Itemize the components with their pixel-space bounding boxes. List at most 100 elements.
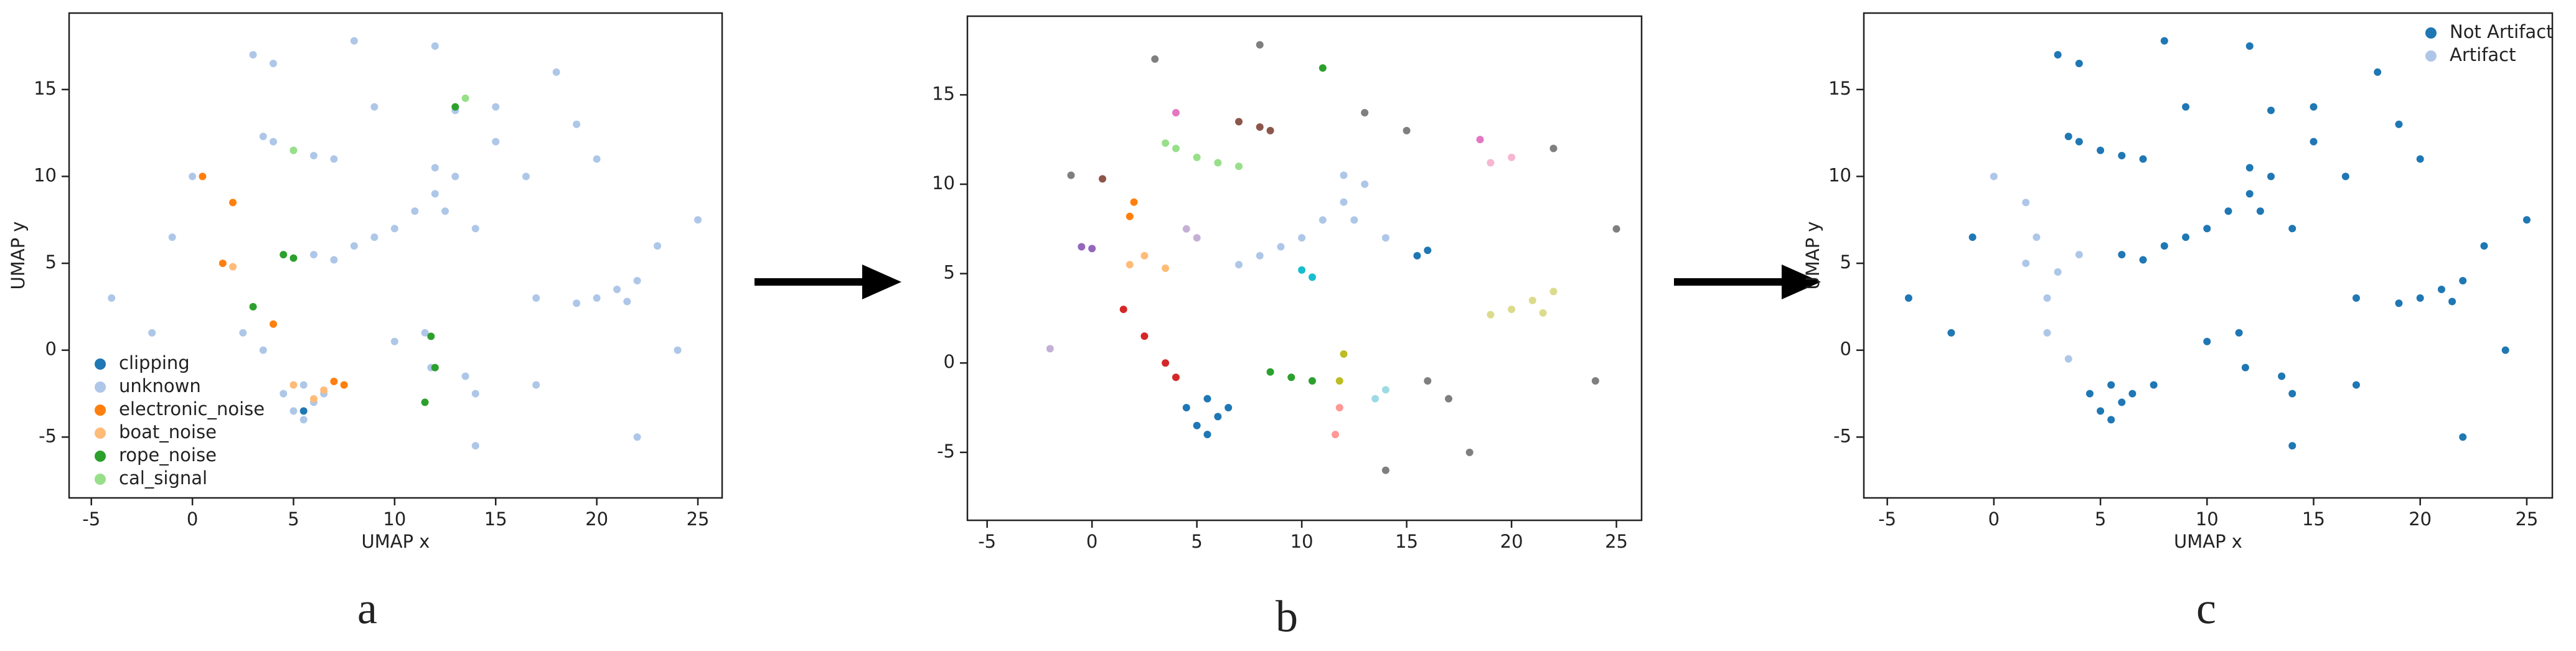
point [2288, 390, 2296, 398]
legend-marker [95, 358, 106, 370]
point [309, 151, 317, 159]
point [350, 37, 358, 45]
x-axis-label: UMAP x [362, 531, 430, 552]
point [1126, 212, 1134, 220]
point [1381, 386, 1389, 394]
point [2160, 242, 2168, 250]
point [2256, 207, 2264, 215]
point [2416, 155, 2424, 163]
point [1549, 144, 1558, 152]
point [623, 297, 631, 306]
point [330, 155, 338, 163]
point [1172, 144, 1180, 152]
point [2107, 381, 2115, 389]
panel: -5 0 5 10 15 20 25 -5 0 5 10 15 UMAP x UMAP y c Not Art… [1802, 12, 2554, 634]
arrow-head [1782, 265, 1821, 299]
point [2241, 363, 2249, 372]
point [431, 190, 439, 198]
point [1539, 309, 1547, 317]
legend-label: unknown [119, 375, 201, 396]
plot-area [1863, 12, 2554, 499]
point [108, 294, 116, 302]
point [1151, 55, 1159, 63]
x-tick-label: 15 [1395, 531, 1418, 552]
point [2459, 433, 2467, 441]
point [309, 395, 317, 403]
legend-label: Not Artifact [2450, 21, 2554, 42]
x-tick-label: 15 [2302, 508, 2325, 530]
x-tick-label: 20 [585, 508, 608, 530]
x-tick-label: 0 [1988, 508, 2000, 530]
point [2235, 329, 2243, 337]
point [1214, 413, 1222, 421]
point [471, 390, 479, 398]
point [1444, 395, 1452, 403]
point [2278, 372, 2286, 380]
point [522, 172, 530, 180]
x-tick-label: 25 [1605, 531, 1628, 552]
point [2437, 285, 2445, 293]
point [431, 363, 439, 372]
panel-label: a [357, 584, 377, 634]
point [2310, 103, 2318, 111]
point [2022, 260, 2030, 268]
point [239, 329, 247, 337]
point [2480, 242, 2488, 250]
point [2267, 172, 2275, 180]
y-tick-label: 10 [1828, 164, 1851, 185]
y-tick-label: 15 [932, 83, 955, 104]
point [1424, 377, 1432, 385]
point [1403, 126, 1411, 134]
y-tick-label: 10 [932, 172, 955, 194]
point [1350, 216, 1358, 224]
point [2501, 346, 2509, 354]
point [1612, 225, 1620, 233]
point [280, 251, 288, 259]
point [1308, 273, 1316, 281]
point [1046, 345, 1054, 353]
point [694, 216, 702, 224]
point [1067, 171, 1075, 179]
point [1256, 123, 1264, 131]
legend-label: cal_signal [119, 467, 207, 489]
point [2128, 390, 2136, 398]
point [633, 276, 641, 284]
point [461, 94, 469, 102]
point [451, 172, 459, 180]
point [1099, 175, 1107, 183]
point [1335, 404, 1343, 412]
panel-label: c [2196, 584, 2216, 634]
point [1225, 404, 1233, 412]
point [1424, 246, 1432, 255]
point [189, 172, 197, 180]
point [1340, 171, 1348, 179]
legend-marker [95, 382, 106, 393]
legend: clippingunknownelectronic_noiseboat_nois… [95, 352, 265, 489]
y-tick-label: -5 [937, 441, 955, 462]
panel-label: b [1276, 592, 1298, 642]
point [1140, 251, 1149, 260]
point [1298, 266, 1306, 274]
point [674, 346, 682, 354]
point [350, 242, 358, 250]
x-tick-label: 10 [383, 508, 406, 530]
point [532, 381, 540, 389]
x-tick-label: 20 [2409, 508, 2432, 530]
point [390, 337, 398, 345]
point [1990, 172, 1998, 180]
point [633, 433, 641, 441]
point [2395, 299, 2403, 307]
point [1266, 126, 1274, 134]
point [1172, 373, 1180, 382]
point [249, 51, 257, 59]
point [1130, 198, 1138, 206]
point [1476, 136, 1484, 144]
point [1340, 198, 1348, 206]
point [1298, 234, 1306, 242]
point [1371, 395, 1380, 403]
y-tick-label: 5 [45, 251, 57, 273]
point [1508, 306, 1516, 314]
point [1140, 332, 1149, 340]
point [421, 329, 429, 337]
